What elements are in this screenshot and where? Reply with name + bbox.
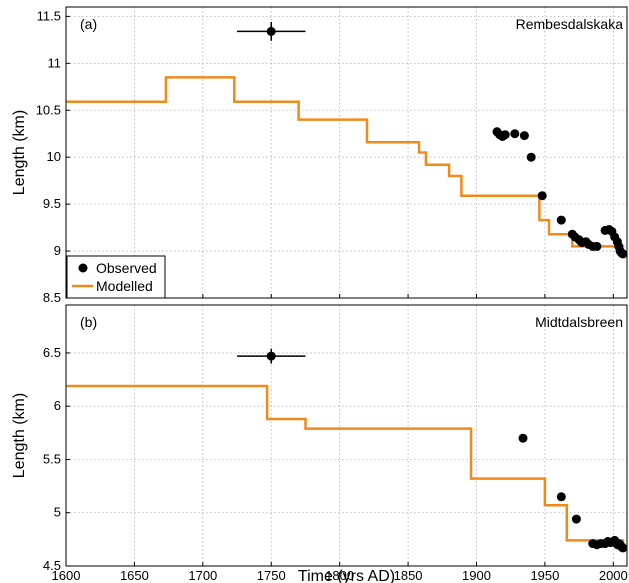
x-tick-label: 1700: [188, 568, 217, 583]
y-tick-label: 6: [54, 398, 61, 413]
observed-point: [618, 249, 628, 259]
observed-point: [556, 215, 566, 225]
legend-modelled-label: Modelled: [96, 278, 153, 294]
x-tick-label: 1600: [52, 568, 81, 583]
y-axis-label: Length (km): [11, 110, 28, 195]
observed-point: [571, 514, 581, 524]
observed-point: [556, 492, 566, 502]
x-tick-label: 1650: [120, 568, 149, 583]
plot-frame: [65, 304, 628, 567]
legend-observed-label: Observed: [96, 260, 157, 276]
x-tick-label: 1750: [257, 568, 286, 583]
x-tick-label: 2000: [599, 568, 628, 583]
x-tick-label: 1800: [325, 568, 354, 583]
y-tick-label: 10: [47, 149, 61, 164]
y-tick-label: 8.5: [43, 290, 61, 305]
legend-observed-marker: [78, 263, 88, 273]
y-axis-label: Length (km): [11, 393, 28, 478]
x-tick-label: 1850: [394, 568, 423, 583]
modelled-line: [66, 76, 625, 248]
y-tick-label: 5.5: [43, 451, 61, 466]
observed-point: [537, 191, 547, 201]
observed-point: [618, 543, 628, 553]
y-tick-label: 9: [54, 243, 61, 258]
legend-box: [66, 255, 166, 299]
observed-point: [500, 130, 510, 140]
observed-point: [526, 152, 536, 162]
observed-point: [510, 129, 520, 139]
panel-b: 4.5 5 5.5 6 6.5 1600 1650 1700 1750 1800 1850 1900 1…: [11, 304, 628, 583]
observed-point: [266, 351, 276, 361]
observed-point: [519, 131, 529, 141]
panel-label: (b): [80, 314, 97, 330]
y-tick-label: 10.5: [36, 102, 61, 117]
panel-title: Midtdalsbreen: [535, 314, 623, 330]
modelled-line: [66, 384, 625, 542]
observed-point: [266, 26, 276, 36]
observed-point: [592, 241, 602, 251]
y-tick-label: 6.5: [43, 345, 61, 360]
panel-title: Rembesdalskaka: [516, 16, 624, 32]
x-tick-label: 1900: [462, 568, 491, 583]
x-axis-label: Time (yrs AD): [298, 568, 395, 583]
panel-label: (a): [80, 16, 97, 32]
x-tick-label: 1950: [530, 568, 559, 583]
legend: Observed Modelled: [66, 255, 166, 299]
y-tick-label: 11.5: [37, 8, 61, 23]
panel-a: 8.5 9 9.5 10 10.5 11 11.5 (a) Rembesdalskaka Leng…: [11, 6, 628, 305]
plot-frame: [65, 6, 628, 299]
y-tick-label: 4.5: [43, 558, 61, 573]
y-tick-label: 11: [48, 55, 62, 70]
observed-point: [518, 433, 528, 443]
y-tick-label: 9.5: [43, 196, 61, 211]
y-tick-label: 5: [54, 505, 61, 520]
